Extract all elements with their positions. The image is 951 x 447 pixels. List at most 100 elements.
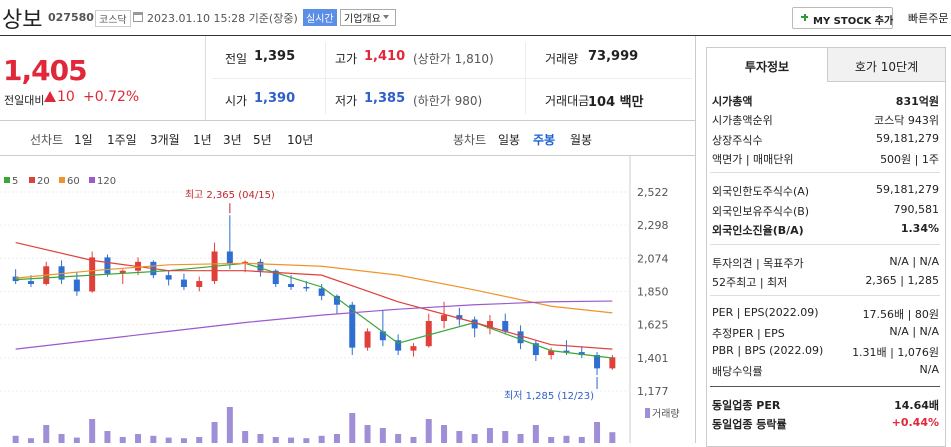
candle-body: [12, 276, 19, 282]
volume-bar: [211, 422, 218, 443]
ma-line: [15, 262, 613, 314]
quote-extra: (하한가 980): [413, 94, 483, 108]
volume-bar: [471, 434, 478, 443]
period-btn[interactable]: 5년: [253, 133, 272, 147]
volume-bar: [272, 437, 279, 443]
legend-label: 5: [12, 176, 18, 187]
legend-swatch: [89, 177, 95, 183]
legend-label: 20: [37, 176, 50, 187]
volume-swatch: [645, 408, 650, 418]
candle-body: [165, 275, 172, 280]
info-label: 액면가 | 매매단위: [712, 153, 794, 166]
period-btn[interactable]: 주봉: [533, 133, 556, 147]
info-label: PER | EPS(2022.09): [712, 306, 819, 319]
quote-label: 전일: [225, 52, 248, 66]
volume-bar: [318, 435, 325, 443]
divider: [205, 36, 206, 120]
info-label: 추정PER | EPS: [712, 327, 785, 340]
tab[interactable]: 호가 10단계: [827, 48, 945, 82]
market-badge: 코스닥: [95, 10, 131, 27]
period-btn[interactable]: 일봉: [498, 133, 521, 147]
info-value: 790,581: [893, 203, 940, 216]
volume-bar: [226, 407, 233, 443]
chart: 2,522 2,298 2,074 1,850 1,625 1,401 1,177 5 20 60…: [0, 155, 680, 443]
volume-bar: [441, 425, 448, 443]
stock-code: 027580: [48, 11, 94, 24]
period-btn[interactable]: 1주일: [107, 133, 137, 147]
info-label: 동일업종 등락률: [712, 418, 787, 431]
volume-bar: [456, 431, 463, 443]
candle-body: [333, 295, 340, 305]
mystock-btn[interactable]: MY STOCK 추가: [792, 7, 893, 29]
candle-body: [441, 315, 448, 322]
y-tick-label: 1,625: [637, 319, 669, 332]
info-value: 14.64배: [894, 399, 939, 412]
info-label: PBR | BPS (2022.09): [712, 344, 824, 357]
high-annotation: 최고 2,365 (04/15): [185, 189, 275, 201]
period-btn[interactable]: 3년: [223, 133, 242, 147]
volume-bar: [410, 437, 417, 443]
quote-value: 73,999: [588, 49, 639, 64]
legend-label: 60: [67, 176, 80, 187]
volume-bar: [303, 438, 310, 443]
volume-bar: [578, 437, 585, 443]
quote-label: 저가: [335, 94, 358, 108]
time: 2023.01.10 15:28 기준(장중): [147, 12, 298, 25]
candle-body: [548, 350, 555, 356]
volume-bar: [349, 413, 356, 443]
period-btn[interactable]: 1년: [193, 133, 212, 147]
candle-body: [532, 343, 539, 356]
candle-body: [288, 284, 295, 287]
info-value: +0.44%: [891, 416, 939, 429]
candle-body: [563, 350, 570, 353]
group-line: [710, 295, 940, 296]
quick-order[interactable]: 빠른주문: [908, 12, 949, 25]
legend-swatch: [59, 177, 65, 183]
period-btn[interactable]: 10년: [287, 133, 314, 147]
candle-body: [517, 331, 524, 344]
header-line: [0, 35, 951, 36]
candle-body: [196, 281, 203, 287]
candle-body: [89, 257, 96, 292]
y-tick-label: 2,074: [637, 252, 669, 265]
low-annotation: 최저 1,285 (12/23): [504, 390, 594, 402]
candle-body: [58, 266, 65, 280]
period-btn[interactable]: 1일: [74, 133, 93, 147]
period-btn[interactable]: 3개월: [150, 133, 180, 147]
quote-label: 거래량: [545, 52, 579, 66]
info-value: 500원 | 1주: [880, 153, 939, 166]
candle-body: [486, 321, 493, 329]
quote-value: 1,395: [254, 49, 296, 64]
ma-line: [15, 242, 613, 350]
info-label: 동일업종 PER: [712, 399, 781, 412]
overview-btn[interactable]: 기업개요: [340, 9, 396, 26]
period-btn[interactable]: 월봉: [570, 133, 593, 147]
quote-value: 1,390: [254, 91, 296, 106]
candle-body: [578, 352, 585, 356]
info-value: 831억원: [895, 95, 939, 108]
tab[interactable]: 투자정보: [744, 60, 790, 74]
candle-body: [609, 357, 616, 369]
volume-bar: [532, 425, 539, 443]
up-arrow: [44, 91, 56, 102]
current-price: 1,405: [3, 54, 88, 87]
divider: [695, 36, 696, 443]
candle-body: [303, 286, 310, 289]
volume-bar: [486, 428, 493, 443]
volume-bar: [180, 438, 187, 443]
candle-body: [242, 261, 249, 264]
legend-label: 120: [97, 176, 116, 187]
section-line: [0, 155, 695, 156]
volume-bar: [196, 437, 203, 443]
info-value: 17.56배 | 80원: [862, 308, 939, 321]
info-value: 코스닥 943위: [874, 114, 939, 127]
info-value: 59,181,279: [876, 183, 939, 196]
volume-bar: [257, 434, 264, 443]
candle-body: [395, 340, 402, 351]
candle-body: [73, 279, 80, 292]
candle-body: [502, 321, 509, 332]
candle-body: [272, 270, 279, 285]
volume-bar: [43, 425, 50, 443]
volume-bar: [150, 435, 157, 443]
